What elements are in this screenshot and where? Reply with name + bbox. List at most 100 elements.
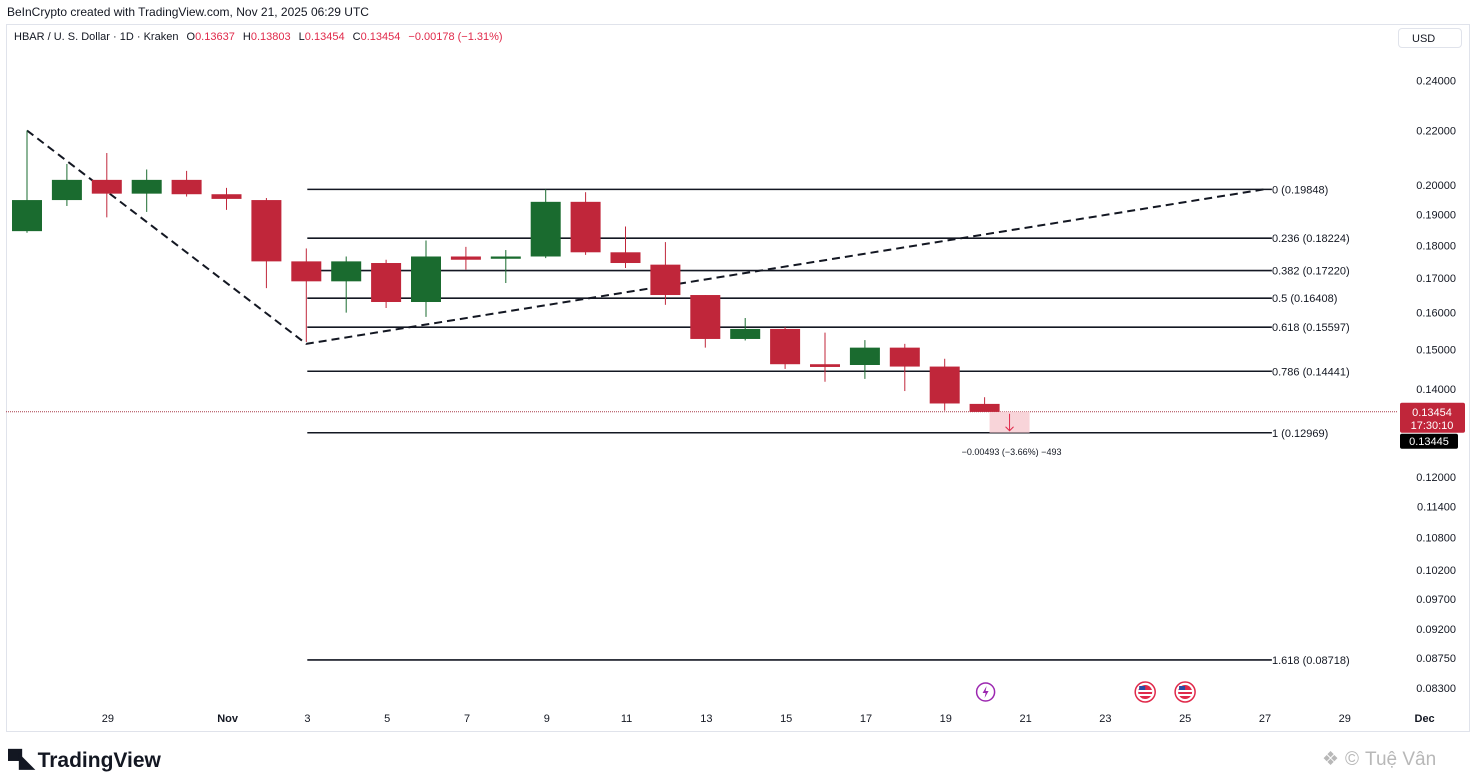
candle [889, 343, 920, 392]
candle-body [331, 261, 362, 282]
symbol-title[interactable]: HBAR / U. S. Dollar · 1D · Kraken [14, 31, 179, 43]
fib-level-label: 0.236 (0.18224) [1272, 233, 1350, 245]
candle [530, 189, 561, 259]
x-tick-label: Nov [217, 713, 239, 725]
candle-body [411, 256, 441, 303]
candle-body [810, 364, 840, 367]
x-tick-label: 7 [464, 713, 470, 725]
candle-body [291, 261, 322, 282]
fib-level-label: 0.786 (0.14441) [1272, 366, 1350, 378]
currency-button[interactable]: USD [1398, 28, 1462, 48]
y-tick-label: 0.14000 [1416, 384, 1456, 396]
y-tick-label: 0.22000 [1416, 125, 1456, 137]
candle [810, 332, 840, 382]
price-badge [1400, 402, 1465, 433]
candle-body [12, 200, 42, 232]
candle-body [211, 194, 242, 199]
candle [331, 256, 362, 313]
fib-level-label: 0.5 (0.16408) [1272, 293, 1337, 305]
x-tick-label: 21 [1019, 713, 1031, 725]
candle-body [570, 201, 601, 253]
candle-body [251, 200, 282, 262]
candle [650, 242, 681, 305]
candle [371, 259, 402, 308]
fib-level-label: 0.382 (0.17220) [1272, 266, 1350, 278]
candle [51, 163, 82, 206]
candle [770, 327, 801, 369]
candle-body [969, 403, 1000, 412]
candle-body [530, 201, 561, 257]
candle-body [849, 347, 880, 365]
x-tick-label: 27 [1259, 713, 1271, 725]
x-tick-label: 29 [102, 713, 114, 725]
candle [490, 250, 521, 284]
event-us-flag-stripe [1178, 694, 1193, 696]
measure-arrow-icon [1005, 413, 1014, 432]
candle [291, 248, 322, 342]
x-tick-label: 29 [1339, 713, 1351, 725]
candle [91, 153, 122, 218]
candle-body [171, 179, 202, 195]
event-us-flag-canton [1139, 686, 1146, 690]
y-tick-label: 0.16000 [1416, 308, 1456, 320]
candle-body [650, 264, 681, 296]
y-tick-label: 0.17000 [1416, 273, 1456, 285]
candle [450, 246, 481, 270]
y-tick-label: 0.08750 [1416, 653, 1456, 665]
y-tick-label: 0.08300 [1416, 683, 1456, 695]
open-value: 0.13637 [195, 31, 235, 43]
y-tick-label: 0.10200 [1416, 565, 1456, 577]
y-tick-label: 0.11400 [1417, 502, 1456, 514]
change-value: −0.00178 (−1.31%) [408, 31, 503, 43]
candle-body [889, 347, 920, 367]
candle-body [450, 256, 481, 260]
event-us-flag-stripe [1138, 690, 1153, 692]
event-flash-glyph [982, 686, 989, 698]
high-label: H [242, 31, 251, 43]
candle-body [770, 328, 801, 365]
candle [690, 295, 721, 348]
x-tick-label: 5 [384, 713, 390, 725]
event-us-flag-stripe [1138, 694, 1153, 696]
x-tick-label: 15 [780, 713, 792, 725]
measure-label: −0.00493 (−3.66%) −493 [962, 447, 1062, 457]
candle-body [371, 263, 402, 303]
x-tick-label: 17 [860, 713, 872, 725]
candle [610, 226, 641, 268]
candle [251, 198, 282, 289]
watermark-icon: ❖ [1322, 749, 1340, 770]
high-value: 0.13803 [250, 31, 291, 43]
y-tick-label: 0.18000 [1416, 240, 1456, 252]
y-tick-label: 0.12000 [1416, 472, 1456, 484]
y-tick-label: 0.09200 [1416, 624, 1456, 636]
fib-level-label: 0.618 (0.15597) [1272, 322, 1350, 334]
y-tick-label: 0.15000 [1416, 345, 1456, 357]
candle-body [929, 366, 960, 404]
x-tick-label: Dec [1415, 713, 1435, 725]
event-us-flag-canton [1179, 686, 1186, 690]
candle-body [91, 179, 122, 194]
watermark-copyright-icon: © [1345, 748, 1360, 770]
y-tick-label: 0.24000 [1416, 76, 1456, 88]
candle [969, 397, 1000, 412]
open-label: O [186, 31, 196, 43]
tradingview-brand: TradingView [37, 748, 161, 772]
watermark: ❖ © Tuệ Vân [1322, 748, 1436, 771]
tradingview-logo[interactable]: ▀◣ TradingView [8, 748, 161, 773]
candle [570, 192, 601, 255]
crosshair-badge [1400, 433, 1458, 449]
candle [131, 169, 162, 212]
candle-body [51, 179, 82, 201]
y-tick-label: 0.19000 [1416, 209, 1456, 221]
x-tick-label: 19 [940, 713, 952, 725]
candle [12, 130, 42, 233]
x-tick-label: 25 [1179, 713, 1191, 725]
y-tick-label: 0.09700 [1416, 594, 1456, 606]
y-tick-label: 0.10800 [1416, 532, 1456, 544]
x-tick-label: 3 [304, 713, 310, 725]
y-tick-label: 0.20000 [1416, 180, 1456, 192]
low-value: 0.13454 [304, 31, 345, 43]
candle-body [730, 328, 761, 339]
candle-body [690, 295, 721, 339]
